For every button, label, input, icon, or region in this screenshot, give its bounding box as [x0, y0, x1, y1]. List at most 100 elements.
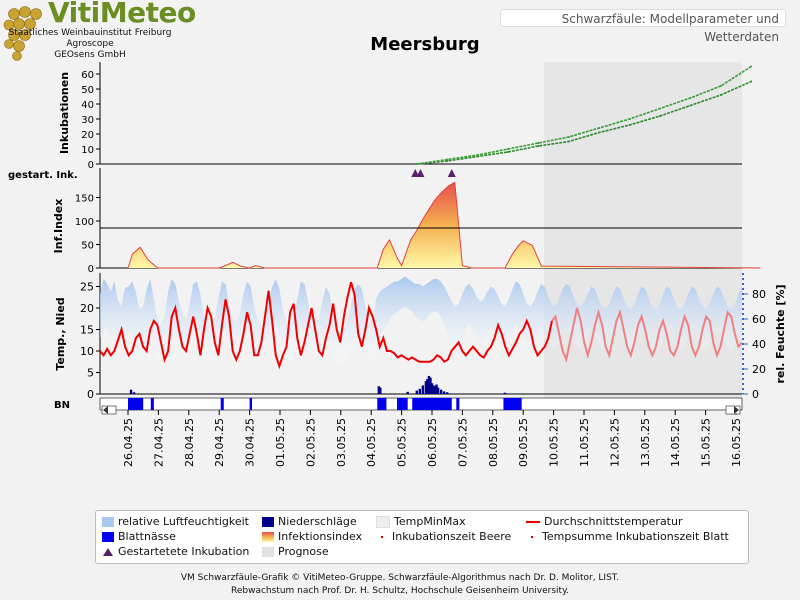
- precipitation-bar: [426, 378, 429, 394]
- series-point-beere: [719, 94, 722, 96]
- ytick-label-humidity: 80: [752, 288, 766, 301]
- brand-line-geosens: GEOsens GmbH: [54, 50, 126, 60]
- xtick-label: 11.05.25: [578, 418, 591, 467]
- precipitation-bar: [442, 391, 446, 394]
- series-point-blatt: [689, 97, 692, 99]
- precipitation-bar: [427, 375, 431, 394]
- brand-line-institute: Staatliches Weinbauinstitut Freiburg: [8, 28, 172, 38]
- precipitation-bar: [429, 377, 432, 394]
- ylabel-temp: Temp., Nied: [54, 297, 67, 370]
- legend-label: Prognose: [278, 545, 329, 558]
- ytick-label-humidity: 20: [752, 363, 766, 376]
- leaf-wetness-bar: [397, 398, 408, 410]
- series-point-beere: [598, 131, 601, 134]
- precipitation-bar: [433, 386, 437, 394]
- infection-index-area: [128, 182, 761, 268]
- precipitation-bar: [424, 381, 428, 394]
- ytick-label-humidity: 0: [752, 388, 759, 401]
- legend-swatch: [262, 547, 274, 557]
- temperature-forecast-line: [551, 307, 742, 363]
- legend-label: TempMinMax: [394, 515, 466, 528]
- legend-item-leaf-wetness: Blattnässe: [102, 530, 176, 544]
- xtick-label: 13.05.25: [639, 418, 652, 467]
- temperature-mean-line: [100, 281, 553, 370]
- xtick-label: 09.05.25: [517, 418, 530, 467]
- legend-swatch: [102, 517, 114, 527]
- precipitation-bar: [129, 389, 133, 394]
- ytick-label-inkubationen: 20: [81, 130, 94, 141]
- ytick-label-inkubationen: 30: [81, 115, 94, 126]
- legend-swatch: [526, 535, 538, 539]
- chart-title: Meersburg: [370, 34, 480, 55]
- started-incubation-marker: [416, 169, 425, 177]
- ylabel-humidity: rel. Feuchte [%]: [774, 285, 787, 384]
- legend-label: Niederschläge: [278, 515, 357, 528]
- xtick-label: 05.05.25: [396, 418, 409, 467]
- xtick-label: 10.05.25: [548, 418, 561, 467]
- xtick-label: 03.05.25: [335, 418, 348, 467]
- started-incubation-marker: [411, 169, 420, 177]
- triangle-icon: [103, 548, 113, 556]
- scroll-right-icon[interactable]: [725, 405, 741, 415]
- forecast-shading: [544, 62, 742, 398]
- brand-title: VitiMeteo: [48, 0, 196, 29]
- ytick-label-inkubationen: 0: [88, 160, 94, 171]
- series-point-blatt: [750, 65, 753, 68]
- legend-label: Blattnässe: [118, 530, 176, 543]
- legend-item-precipitation: Niederschläge: [262, 515, 357, 529]
- precipitation-bar: [430, 383, 434, 394]
- leaf-wetness-bar: [377, 398, 387, 410]
- brand-line-agroscope: Agroscope: [66, 39, 114, 49]
- scroll-left-icon[interactable]: [101, 405, 117, 415]
- series-point-blatt: [567, 136, 570, 138]
- ytick-label-inkubationen: 60: [81, 70, 94, 81]
- legend-label: Infektionsindex: [278, 530, 363, 543]
- precipitation-bar: [132, 392, 136, 394]
- series-point-beere: [750, 80, 753, 83]
- legend-item-berry-incubation: Inkubationszeit Beere: [376, 530, 511, 544]
- xtick-label: 08.05.25: [487, 418, 500, 467]
- legend-swatch: [376, 535, 388, 539]
- leaf-wetness-bar: [456, 398, 460, 410]
- precipitation-bar: [377, 386, 380, 394]
- series-point-beere: [628, 124, 631, 126]
- legend-item-infection-index: Infektionsindex: [262, 530, 362, 544]
- ytick-label-temp: 25: [80, 281, 94, 294]
- infection-index-line: [127, 181, 761, 269]
- xtick-label: 16.05.25: [730, 418, 743, 467]
- legend-swatch: [262, 532, 274, 542]
- xtick-label: 29.04.25: [213, 418, 226, 467]
- ytick-label-humidity: 40: [752, 338, 766, 351]
- precipitation-bar: [406, 391, 409, 394]
- precipitation-bar: [436, 387, 440, 394]
- legend-swatch: [526, 521, 540, 523]
- leaf-wetness-bar: [249, 398, 253, 410]
- legend-item-tempminmax: TempMinMax: [376, 515, 466, 529]
- precipitation-bar: [432, 385, 435, 394]
- legend-swatch: [262, 517, 274, 527]
- ytick-label-inkubationen: 50: [81, 85, 94, 96]
- ytick-label-temp: 20: [80, 302, 94, 315]
- series-point-beere: [476, 155, 479, 158]
- series-line-blatt: [416, 65, 752, 165]
- precipitation-bar: [503, 392, 507, 394]
- series-point-beere: [446, 160, 449, 162]
- legend-swatch: [102, 532, 114, 542]
- leaf-wetness-bar: [128, 398, 144, 410]
- xtick-label: 12.05.25: [608, 418, 621, 467]
- ytick-label-humidity: 60: [752, 313, 766, 326]
- xtick-label: 04.05.25: [365, 418, 378, 467]
- xtick-label: 14.05.25: [669, 418, 682, 467]
- xtick-label: 27.04.25: [152, 418, 165, 467]
- precipitation-bar: [446, 392, 449, 394]
- ylabel-inkubationen: Inkubationen: [58, 72, 71, 154]
- footer-line-1: VM Schwarzfäule-Grafik © VitiMeteo-Grupp…: [180, 573, 620, 583]
- legend-item-forecast: Prognose: [262, 545, 329, 559]
- ytick-label-temp: 5: [87, 367, 94, 380]
- started-incubation-marker: [447, 169, 456, 177]
- xtick-label: 02.05.25: [304, 418, 317, 467]
- legend-label: Durchschnittstemperatur: [544, 515, 683, 528]
- series-point-blatt: [628, 118, 631, 120]
- legend-item-humidity: relative Luftfeuchtigkeit: [102, 515, 249, 529]
- series-point-blatt: [537, 142, 540, 144]
